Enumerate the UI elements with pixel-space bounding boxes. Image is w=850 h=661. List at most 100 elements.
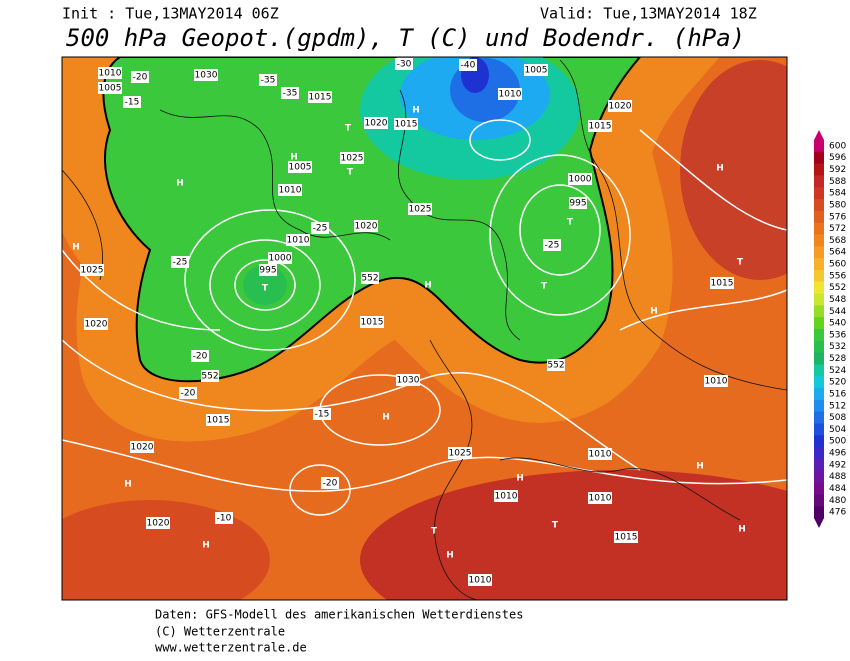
label-box: [354, 220, 378, 232]
contour-label: -35: [261, 76, 276, 86]
footer-line: Daten: GFS-Modell des amerikanischen Wet…: [155, 608, 523, 622]
label-box: [130, 441, 154, 453]
pressure-center: H: [382, 413, 390, 423]
contour-label: -15: [315, 410, 330, 420]
pressure-center: H: [72, 243, 80, 253]
footer-line: (C) Wetterzentrale: [155, 625, 285, 639]
init-time: Init : Tue,13MAY2014 06Z: [62, 5, 279, 23]
colorbar-label: 536: [829, 330, 846, 340]
contour-label: -25: [545, 241, 560, 251]
colorbar-label: 484: [829, 484, 846, 494]
contour-label: 1010: [279, 186, 302, 196]
label-box: [704, 375, 728, 387]
label-box: [459, 59, 477, 71]
footer-line: www.wetterzentrale.de: [155, 641, 307, 655]
colorbar-label: 580: [829, 200, 846, 210]
colorbar-swatch: [814, 329, 824, 342]
label-box: [408, 203, 432, 215]
pressure-center: T: [552, 521, 559, 531]
label-box: [36, 226, 60, 238]
contour-label: 1025: [409, 205, 432, 215]
colorbar-swatch: [814, 340, 824, 354]
label-box: [569, 197, 587, 209]
label-box: [340, 152, 364, 164]
label-box: [259, 74, 277, 86]
contour-label: 1025: [81, 266, 104, 276]
label-box: [131, 71, 149, 83]
label-box: [191, 350, 209, 362]
contour-label: 1025: [449, 449, 472, 459]
contour-label: 552: [201, 372, 218, 382]
label-box: [308, 91, 332, 103]
contour-label: 1020: [609, 102, 632, 112]
pressure-center: H: [738, 525, 746, 535]
contour-label: 1030: [397, 376, 420, 386]
colorbar-label: 476: [829, 508, 846, 518]
contour-label: 1015: [589, 122, 612, 132]
colorbar-swatch: [814, 458, 824, 472]
colorbar-swatch: [814, 246, 824, 259]
pressure-center: H: [412, 106, 420, 116]
pressure-center: H: [696, 462, 704, 472]
colorbar-label: 552: [829, 283, 846, 293]
colorbar-swatch: [814, 234, 824, 247]
pressure-center: H: [124, 480, 132, 490]
label-box: [206, 414, 230, 426]
colorbar-label: 512: [829, 401, 846, 411]
label-box: [278, 184, 302, 196]
label-box: [395, 58, 413, 70]
colorbar-label: 480: [829, 496, 846, 506]
label-box: [313, 408, 331, 420]
colorbar-swatch: [814, 151, 824, 165]
colorbar-label: 588: [829, 177, 846, 187]
colorbar-label: 600: [829, 141, 846, 151]
label-box: [179, 387, 197, 399]
contour-label: 1010: [99, 69, 122, 79]
colorbar-label: 564: [829, 248, 846, 258]
colorbar-swatch: [814, 423, 824, 436]
colorbar-label: 560: [829, 260, 846, 270]
contour-label: 1020: [85, 320, 108, 330]
colorbar-label: 592: [829, 165, 846, 175]
label-box: [364, 117, 388, 129]
contour-label: 1015: [615, 533, 638, 543]
colorbar-swatch: [814, 435, 824, 448]
colorbar-label: 596: [829, 153, 846, 163]
colorbar-swatch: [814, 376, 824, 389]
colorbar-swatch: [814, 305, 824, 318]
contour-label: 1015: [395, 120, 418, 130]
map-frame: [61, 56, 788, 601]
label-box: [524, 64, 548, 76]
warm-area: [62, 500, 270, 600]
label-box: [201, 370, 219, 382]
coastlines: [62, 59, 787, 600]
colorbar-swatch: [814, 506, 824, 519]
colorbar-label: 540: [829, 319, 846, 329]
contour-label: 1010: [495, 492, 518, 502]
label-box: [268, 252, 292, 264]
warm-area: [680, 60, 787, 280]
colorbar-swatch: [814, 411, 824, 424]
label-box: [498, 88, 522, 100]
colorbar-swatch: [814, 258, 824, 271]
map-title: 500 hPa Geopot.(gpdm), T (C) und Bodendr…: [66, 24, 745, 52]
colorbar-label: 504: [829, 425, 846, 435]
pressure-center: H: [46, 244, 54, 254]
contour-label: 1020: [147, 519, 170, 529]
contour-label: -30: [397, 60, 412, 70]
label-box: [543, 239, 561, 251]
label-box: [394, 118, 418, 130]
pressure-center: T: [541, 282, 548, 292]
colorbar-label: 492: [829, 460, 846, 470]
label-box: [281, 87, 299, 99]
label-box: [396, 374, 420, 386]
contour-label: 1015: [207, 416, 230, 426]
label-box: [286, 234, 310, 246]
colorbar-swatch: [814, 199, 824, 212]
label-box: [588, 120, 612, 132]
colorbar-cap: [814, 518, 824, 528]
label-box: [84, 318, 108, 330]
contour-label: 1010: [499, 90, 522, 100]
colorbar-swatch: [814, 388, 824, 401]
colorbar-swatch: [814, 364, 824, 377]
